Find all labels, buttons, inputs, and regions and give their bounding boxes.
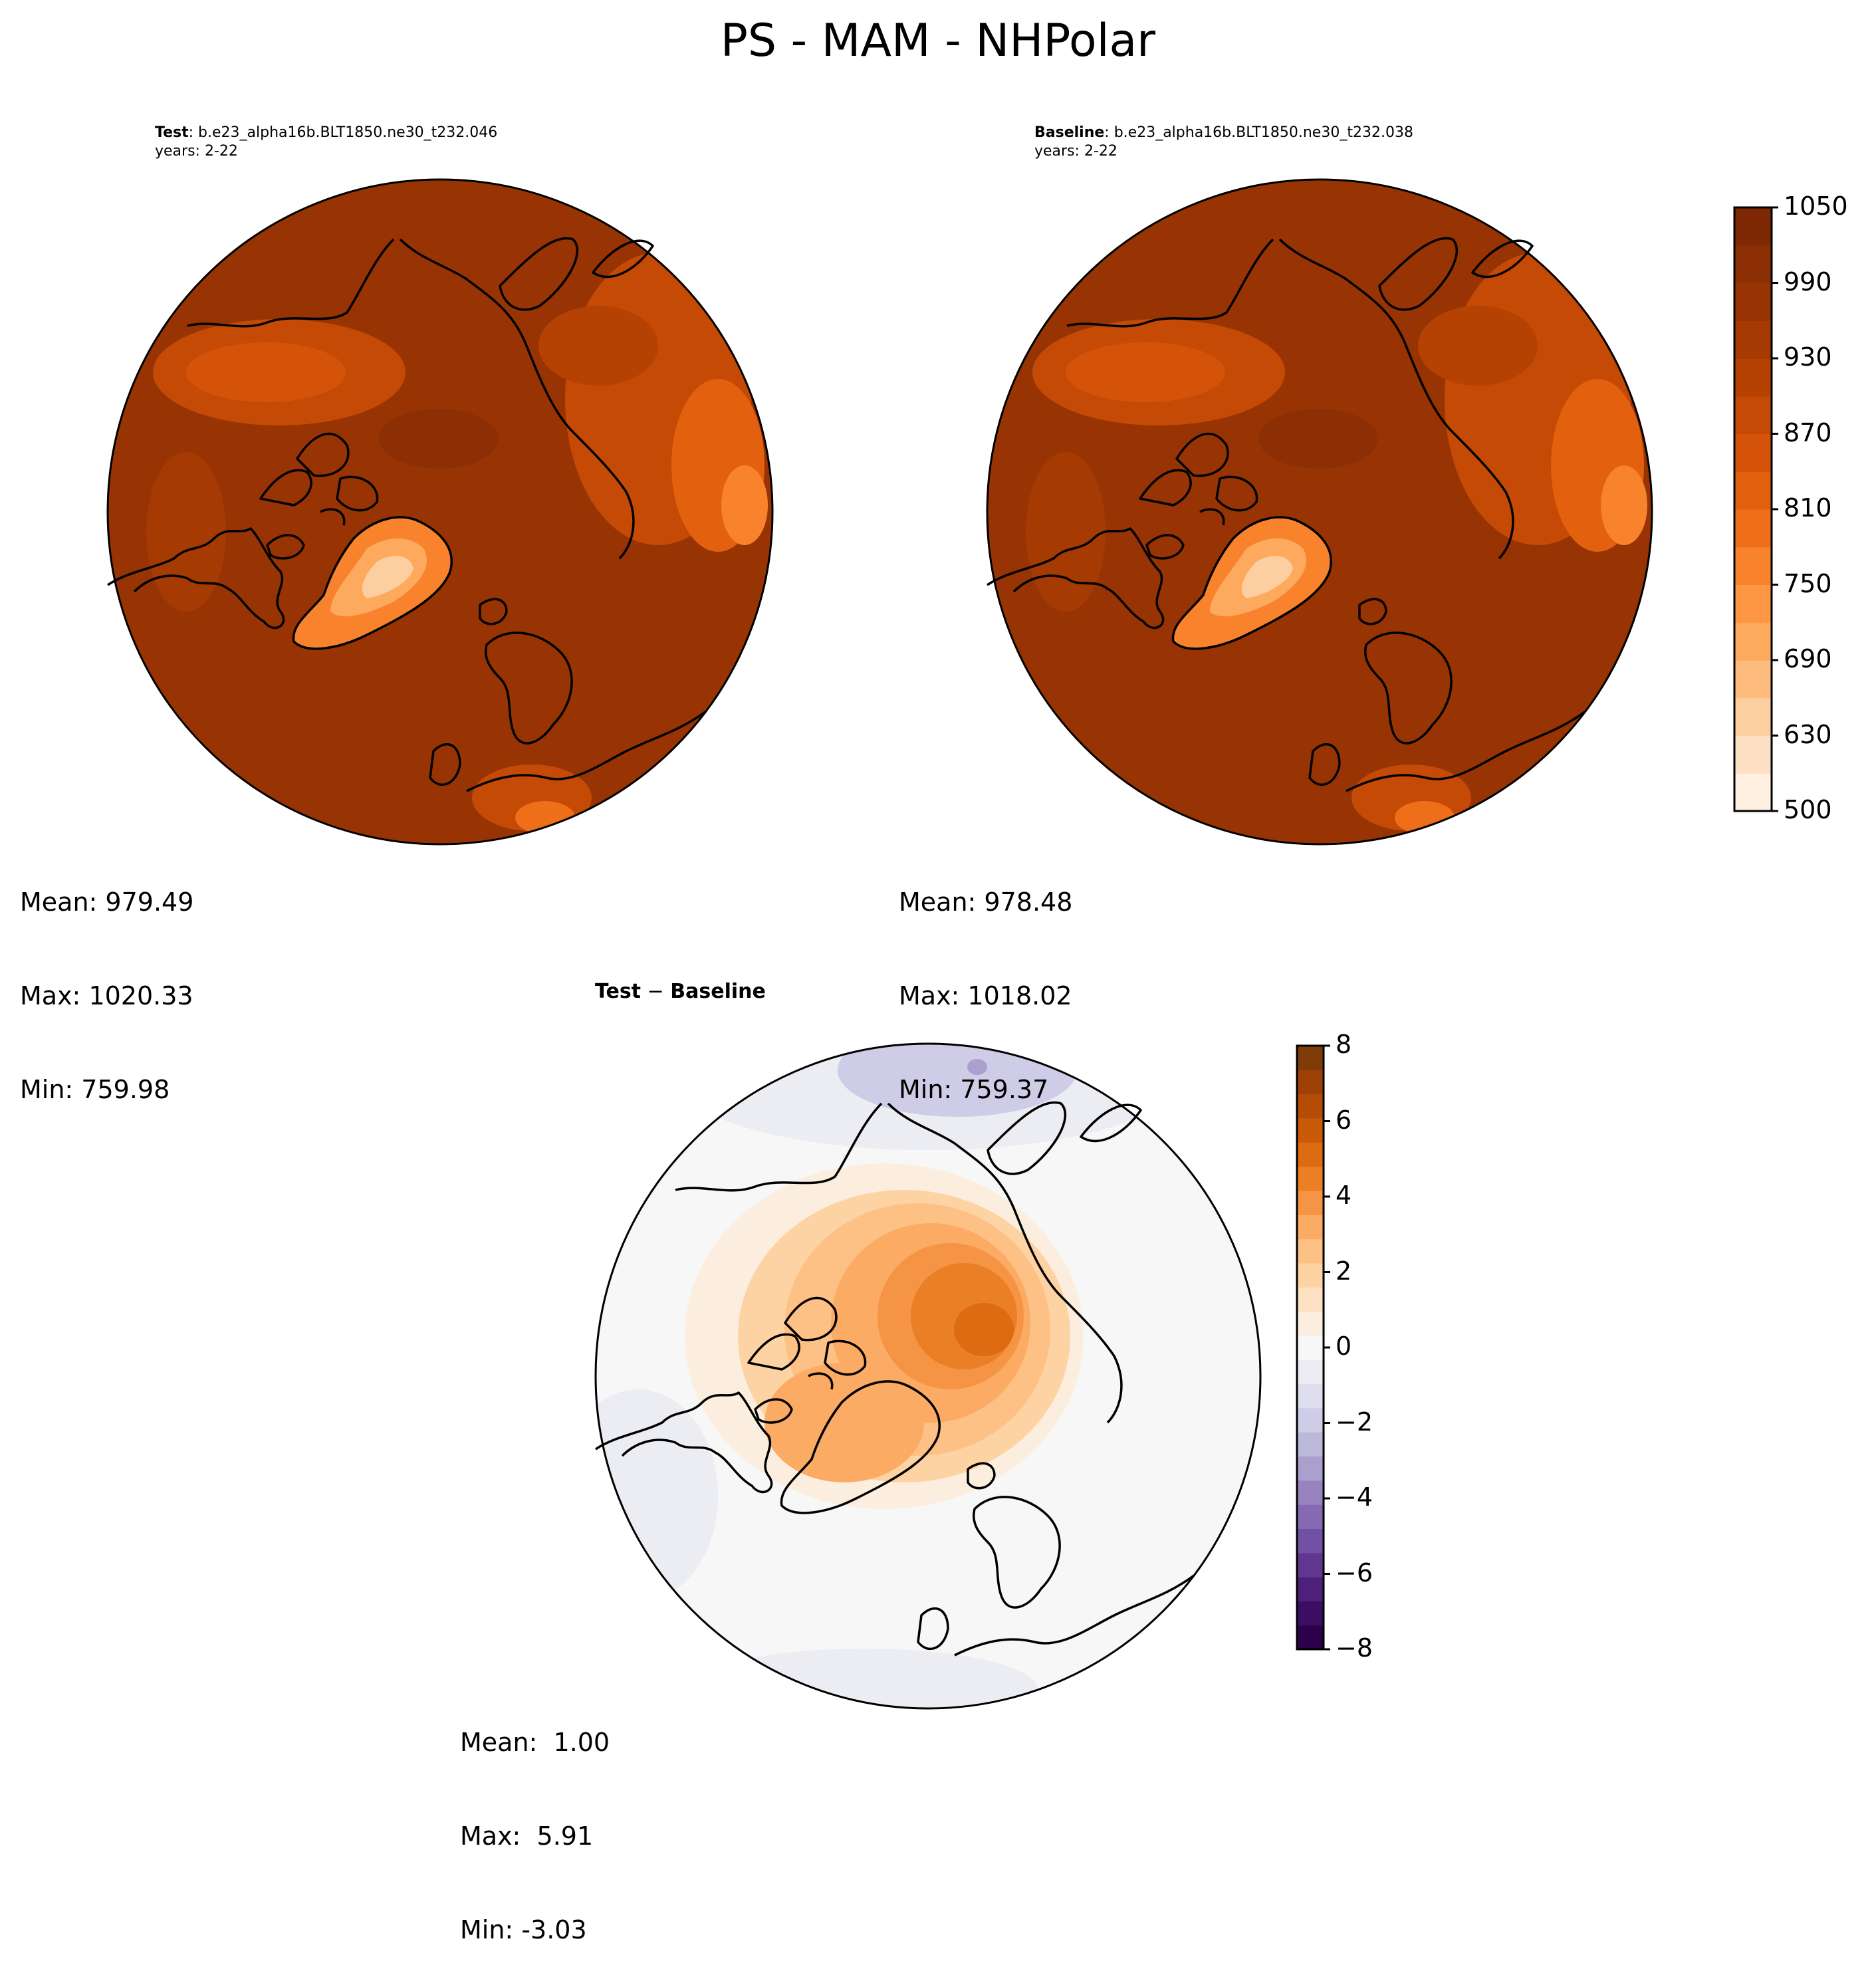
- main-colorbar-tick-label: 1050: [1784, 191, 1848, 221]
- figure-title: PS - MAM - NHPolar: [720, 15, 1156, 67]
- main-colorbar-tick-label: 690: [1784, 644, 1832, 673]
- diff-colorbar-swatch: [1297, 1335, 1324, 1360]
- diff-colorbar-swatch: [1297, 1238, 1324, 1264]
- diff-colorbar-swatch: [1297, 1117, 1324, 1143]
- diff-label-minus: −: [641, 980, 671, 1003]
- diff-colorbar-tick-label: 6: [1336, 1105, 1352, 1135]
- test-map: [106, 178, 774, 846]
- diff-colorbar-tick-label: 4: [1336, 1181, 1352, 1210]
- baseline-min: Min: 759.37: [899, 1075, 1049, 1104]
- main-colorbar-swatch: [1734, 546, 1772, 586]
- diff-colorbar-swatch: [1297, 1432, 1324, 1457]
- main-colorbar-swatch: [1734, 245, 1772, 284]
- baseline-mean: Mean: 978.48: [899, 887, 1073, 917]
- diff-label-baseline: Baseline: [670, 980, 766, 1003]
- baseline-panel-title: Baseline: b.e23_alpha16b.BLT1850.ne30_t2…: [1034, 124, 1413, 161]
- diff-colorbar-swatch: [1297, 1456, 1324, 1481]
- diff-colorbar: [1296, 1044, 1330, 1651]
- main-colorbar-tick-label: 990: [1784, 267, 1832, 296]
- diff-stats: Mean: 1.00 Max: 5.91 Min: -3.03: [460, 1665, 610, 1977]
- diff-colorbar-tick-label: 2: [1336, 1256, 1352, 1286]
- diff-colorbar-swatch: [1297, 1552, 1324, 1577]
- main-colorbar-swatch: [1734, 283, 1772, 321]
- main-colorbar-swatch: [1734, 660, 1772, 699]
- diff-colorbar-tick-label: −4: [1336, 1482, 1373, 1512]
- baseline-case-name: : b.e23_alpha16b.BLT1850.ne30_t232.038: [1104, 124, 1413, 141]
- diff-colorbar-swatch: [1297, 1577, 1324, 1601]
- main-colorbar-swatch: [1734, 773, 1772, 812]
- main-colorbar-swatch: [1734, 471, 1772, 510]
- test-min: Min: 759.98: [20, 1075, 170, 1104]
- figure-canvas: [106, 178, 1778, 1710]
- main-colorbar-swatch: [1734, 584, 1772, 623]
- main-colorbar-tick-label: 500: [1784, 795, 1832, 824]
- diff-colorbar-tick-label: −2: [1336, 1407, 1373, 1437]
- main-colorbar-swatch: [1734, 207, 1772, 246]
- diff-min: Min: -3.03: [460, 1915, 587, 1944]
- baseline-label: Baseline: [1034, 124, 1105, 141]
- main-colorbar-swatch: [1734, 433, 1772, 472]
- test-years: years: 2-22: [155, 143, 238, 160]
- main-colorbar: [1733, 206, 1778, 812]
- diff-mean: Mean: 1.00: [460, 1728, 610, 1757]
- main-colorbar-tick-label: 870: [1784, 417, 1832, 447]
- diff-colorbar-swatch: [1297, 1046, 1324, 1070]
- diff-colorbar-swatch: [1297, 1215, 1324, 1240]
- test-stats: Mean: 979.49 Max: 1020.33 Min: 759.98: [20, 824, 193, 1137]
- baseline-years: years: 2-22: [1034, 143, 1117, 160]
- diff-colorbar-swatch: [1297, 1407, 1324, 1433]
- main-colorbar-swatch: [1734, 735, 1772, 774]
- baseline-map: [986, 178, 1653, 846]
- diff-colorbar-swatch: [1297, 1311, 1324, 1336]
- baseline-stats: Mean: 978.48 Max: 1018.02 Min: 759.37: [899, 824, 1072, 1137]
- diff-colorbar-swatch: [1297, 1601, 1324, 1626]
- diff-colorbar-tick-label: 8: [1336, 1030, 1352, 1059]
- diff-colorbar-tick-label: −8: [1336, 1633, 1373, 1663]
- diff-colorbar-swatch: [1297, 1480, 1324, 1505]
- main-colorbar-swatch: [1734, 697, 1772, 737]
- main-colorbar-swatch: [1734, 320, 1772, 359]
- test-panel-title: Test: b.e23_alpha16b.BLT1850.ne30_t232.0…: [155, 124, 497, 161]
- diff-colorbar-swatch: [1297, 1070, 1324, 1095]
- main-colorbar-swatch: [1734, 396, 1772, 435]
- diff-label-test: Test: [595, 980, 642, 1003]
- diff-colorbar-swatch: [1297, 1528, 1324, 1554]
- main-colorbar-tick-label: 810: [1784, 493, 1832, 523]
- baseline-max: Max: 1018.02: [899, 981, 1072, 1010]
- diff-max: Max: 5.91: [460, 1821, 594, 1851]
- diff-panel-title: Test − Baseline: [595, 980, 766, 1003]
- main-colorbar-tick-label: 930: [1784, 342, 1832, 372]
- test-label: Test: [155, 124, 189, 141]
- diff-colorbar-swatch: [1297, 1625, 1324, 1650]
- diff-colorbar-swatch: [1297, 1504, 1324, 1529]
- diff-colorbar-swatch: [1297, 1094, 1324, 1119]
- diff-colorbar-tick-label: 0: [1336, 1332, 1352, 1361]
- diff-colorbar-swatch: [1297, 1142, 1324, 1167]
- diff-colorbar-swatch: [1297, 1383, 1324, 1409]
- diff-colorbar-swatch: [1297, 1359, 1324, 1385]
- diff-colorbar-swatch: [1297, 1166, 1324, 1191]
- diff-colorbar-tick-label: −6: [1336, 1558, 1373, 1587]
- diff-colorbar-swatch: [1297, 1287, 1324, 1312]
- test-mean: Mean: 979.49: [20, 887, 194, 917]
- test-case-name: : b.e23_alpha16b.BLT1850.ne30_t232.046: [188, 124, 498, 141]
- main-colorbar-swatch: [1734, 509, 1772, 548]
- test-max: Max: 1020.33: [20, 981, 193, 1010]
- diff-colorbar-swatch: [1297, 1262, 1324, 1288]
- main-colorbar-swatch: [1734, 358, 1772, 397]
- diff-colorbar-swatch: [1297, 1190, 1324, 1215]
- main-colorbar-swatch: [1734, 622, 1772, 661]
- main-colorbar-tick-label: 630: [1784, 719, 1832, 749]
- main-colorbar-tick-label: 750: [1784, 568, 1832, 598]
